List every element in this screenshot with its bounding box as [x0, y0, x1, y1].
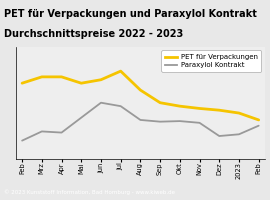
Legend: PET für Verpackungen, Paraxylol Kontrakt: PET für Verpackungen, Paraxylol Kontrakt — [161, 50, 261, 72]
Text: © 2023 Kunststoff Information, Bad Homburg - www.kiweb.de: © 2023 Kunststoff Information, Bad Hombu… — [4, 190, 175, 195]
Text: PET für Verpackungen und Paraxylol Kontrakt: PET für Verpackungen und Paraxylol Kontr… — [4, 9, 257, 19]
Text: Durchschnittspreise 2022 - 2023: Durchschnittspreise 2022 - 2023 — [4, 29, 183, 39]
